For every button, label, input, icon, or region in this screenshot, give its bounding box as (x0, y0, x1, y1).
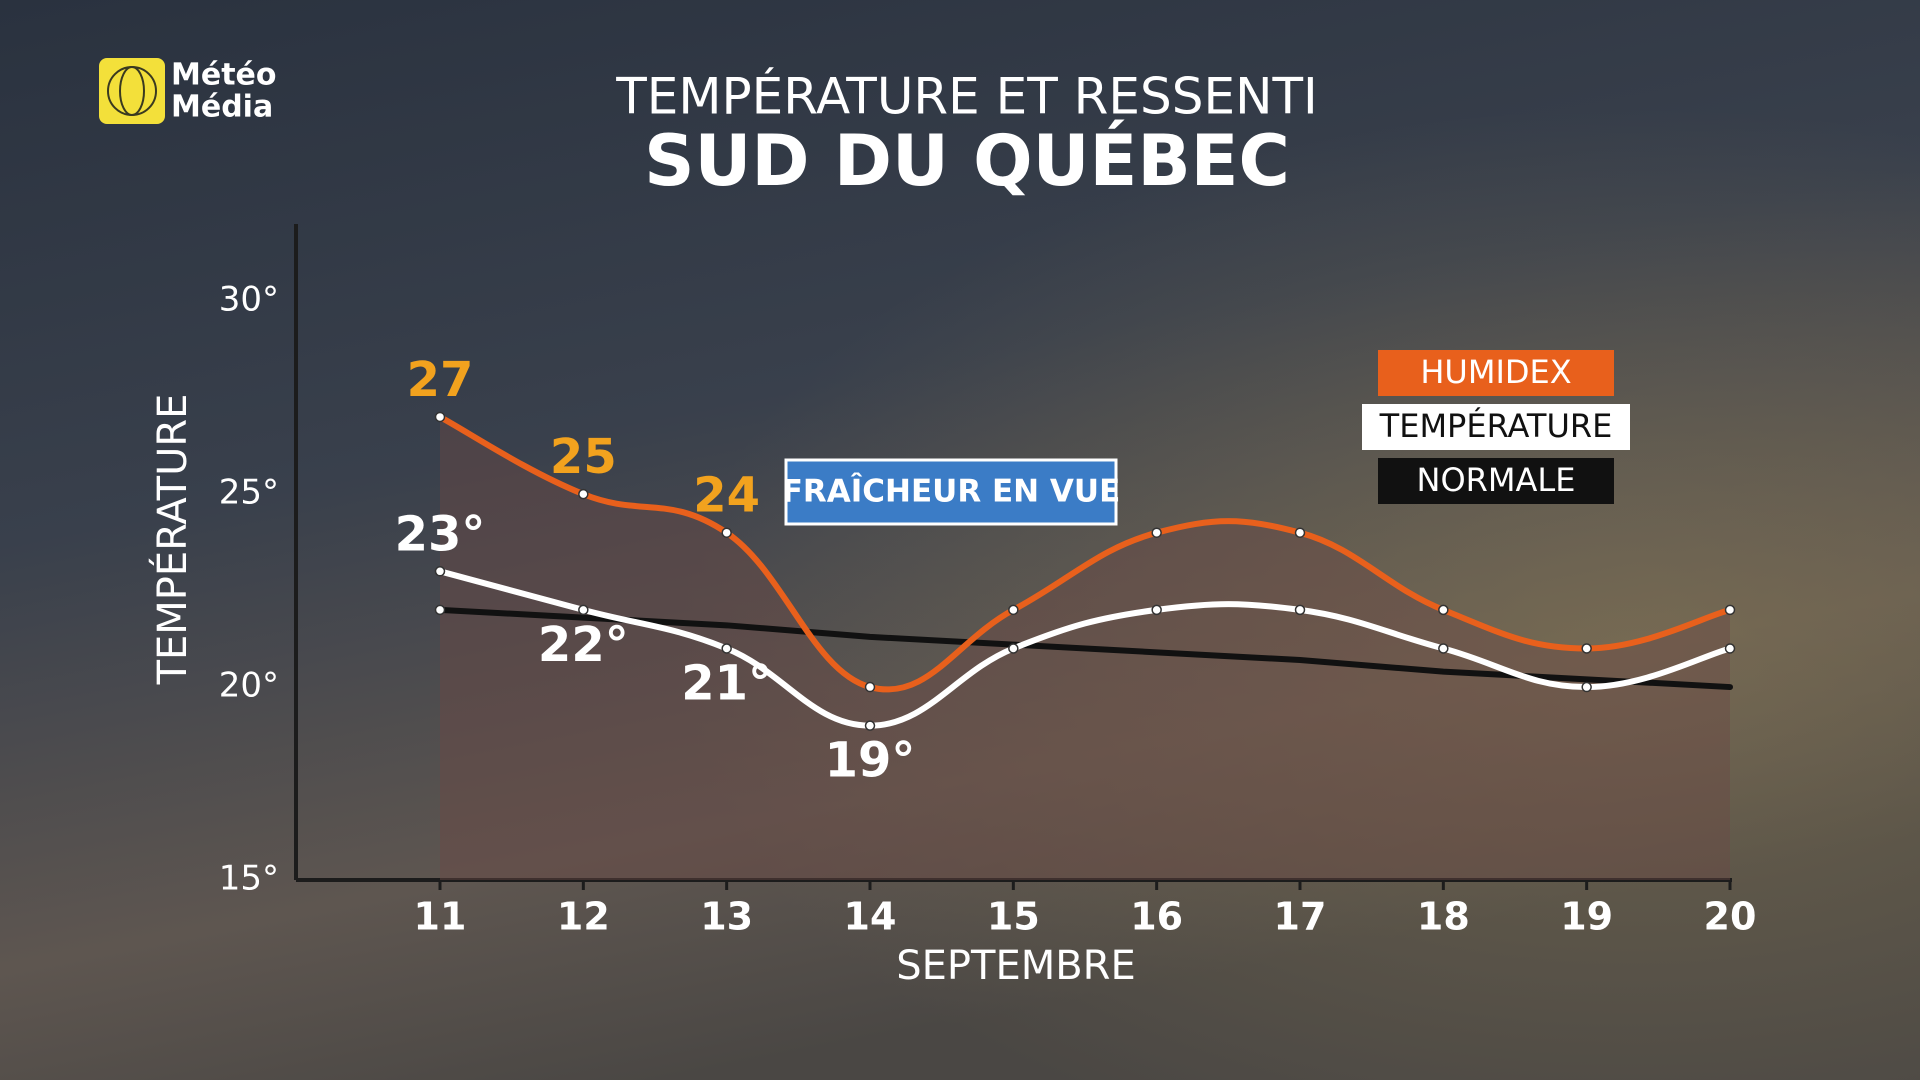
point (1438, 643, 1449, 654)
point (1008, 643, 1019, 654)
data-label: 27 (407, 352, 474, 408)
point (1294, 527, 1306, 538)
logo-text: Météo (171, 58, 277, 93)
chart-title: TEMPÉRATURE ET RESSENTI (615, 67, 1318, 126)
y-axis-label: TEMPÉRATURE (148, 394, 196, 686)
point (434, 411, 446, 423)
data-label: 24 (693, 468, 760, 524)
data-label: 19° (825, 733, 916, 789)
point (864, 681, 876, 693)
annotation: FRAÎCHEUR EN VUE (782, 474, 1121, 510)
line (437, 568, 1733, 729)
point (434, 566, 446, 577)
point (1581, 643, 1592, 654)
y-tick-label: 25° (219, 473, 279, 513)
data-label: 23° (395, 506, 486, 562)
x-tick-label: 20 (1704, 895, 1757, 939)
x-tick-label: 11 (414, 895, 467, 939)
point (1438, 604, 1449, 616)
x-tick-label: 13 (700, 895, 753, 939)
point (864, 720, 876, 731)
legend-box (1362, 404, 1630, 450)
y-tick-label: 20° (219, 666, 279, 706)
x-tick-label: 15 (987, 895, 1040, 939)
point (1581, 681, 1592, 693)
point (1151, 604, 1162, 616)
x-tick-label: 17 (1274, 895, 1327, 939)
point (721, 527, 732, 538)
point (1151, 527, 1162, 538)
y-tick-label: 15° (219, 859, 279, 899)
point (1008, 604, 1019, 616)
point (1724, 604, 1736, 616)
line (437, 413, 1733, 693)
point (578, 604, 589, 616)
data-label: 21° (681, 655, 772, 711)
legend-label: TEMPÉRATURE (1379, 407, 1613, 445)
x-tick-label: 14 (844, 895, 897, 939)
data-label: 22° (538, 617, 629, 673)
x-axis-label: SEPTEMBRE (896, 943, 1136, 989)
y-tick-label: 30° (219, 280, 279, 320)
point (578, 488, 589, 500)
point (1294, 604, 1306, 616)
x-tick-label: 16 (1130, 895, 1183, 939)
chart-subtitle: SUD DU QUÉBEC (644, 120, 1290, 202)
logo: Météo Média (99, 58, 277, 125)
data-label: 25 (550, 429, 617, 485)
logo-text: Média (171, 90, 273, 125)
annotation-box (784, 458, 1118, 526)
x-tick-label: 12 (557, 895, 610, 939)
x-tick-label: 19 (1560, 895, 1613, 939)
legend-label: NORMALE (1417, 461, 1576, 499)
x-tick-label: 18 (1417, 895, 1470, 939)
legend-label: HUMIDEX (1420, 353, 1571, 391)
point (721, 643, 732, 654)
point (434, 604, 446, 616)
logo-globe (119, 66, 145, 116)
point (1724, 643, 1736, 654)
legend-box (1378, 458, 1614, 504)
legend-box (1378, 350, 1614, 396)
